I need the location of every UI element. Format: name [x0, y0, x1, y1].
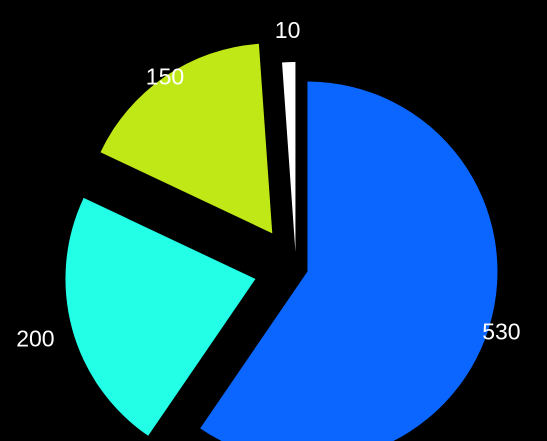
pie-slice-200 [65, 197, 256, 436]
pie-slice-150 [100, 43, 273, 234]
pie-label-200: 200 [16, 326, 54, 352]
pie-slices [65, 43, 498, 441]
pie-label-530: 530 [482, 319, 520, 345]
pie-slice-530 [200, 81, 498, 441]
pie-label-10: 10 [275, 17, 301, 43]
pie-labels: 530 200 150 10 [16, 17, 520, 352]
pie-slice-10 [282, 62, 296, 253]
pie-label-150: 150 [146, 64, 184, 90]
